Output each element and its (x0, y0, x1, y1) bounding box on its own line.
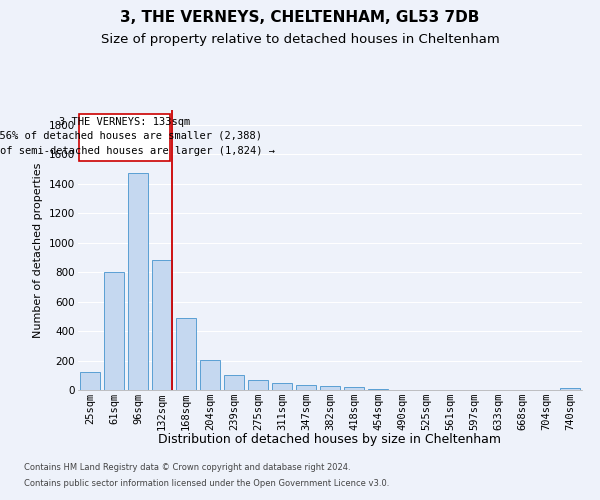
Bar (224, 374, 244, 390)
Text: 43% of semi-detached houses are larger (1,824) →: 43% of semi-detached houses are larger (… (0, 146, 275, 156)
Text: Contains HM Land Registry data © Crown copyright and database right 2024.: Contains HM Land Registry data © Crown c… (24, 464, 350, 472)
Text: 3 THE VERNEYS: 133sqm: 3 THE VERNEYS: 133sqm (59, 117, 190, 127)
Text: Size of property relative to detached houses in Cheltenham: Size of property relative to detached ho… (101, 32, 499, 46)
Bar (320, 386, 340, 390)
Bar (248, 380, 268, 390)
Bar (200, 360, 220, 390)
Bar (104, 272, 124, 390)
Y-axis label: Number of detached properties: Number of detached properties (34, 162, 43, 338)
Text: Contains public sector information licensed under the Open Government Licence v3: Contains public sector information licen… (24, 478, 389, 488)
Text: Distribution of detached houses by size in Cheltenham: Distribution of detached houses by size … (158, 432, 502, 446)
Bar (560, 388, 580, 390)
Bar (344, 387, 364, 390)
Text: ← 56% of detached houses are smaller (2,388): ← 56% of detached houses are smaller (2,… (0, 131, 262, 141)
Bar (128, 174, 148, 390)
FancyBboxPatch shape (79, 114, 170, 161)
Bar (176, 318, 196, 390)
Text: 3, THE VERNEYS, CHELTENHAM, GL53 7DB: 3, THE VERNEYS, CHELTENHAM, GL53 7DB (121, 10, 479, 25)
Bar (152, 260, 172, 390)
Bar (296, 385, 316, 390)
Bar (272, 384, 292, 390)
Bar (80, 372, 100, 390)
